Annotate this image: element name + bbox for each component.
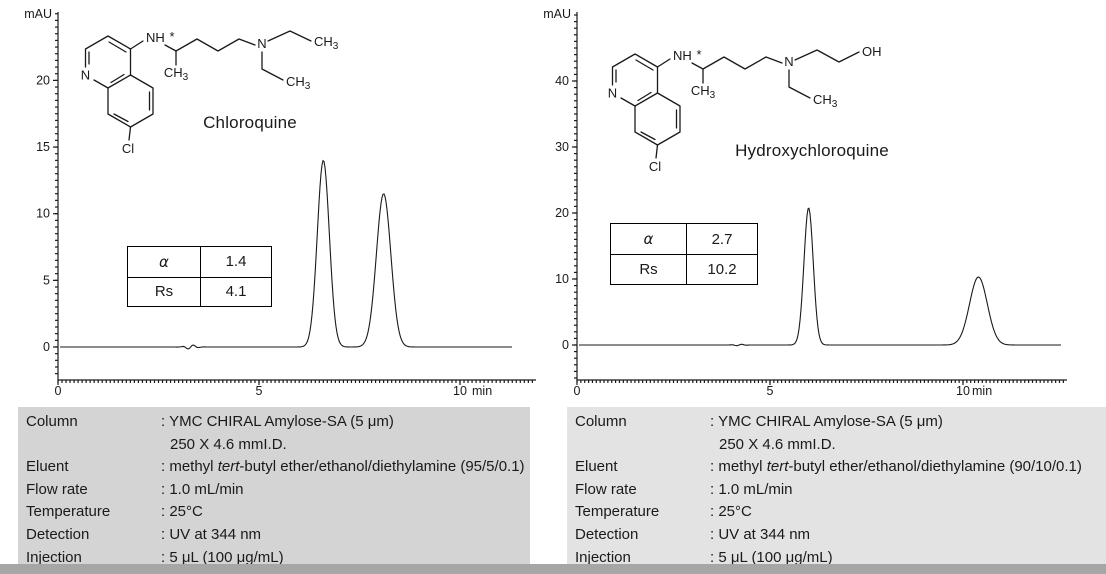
table-row: Rs 10.2 <box>610 254 758 285</box>
x-tick-label: 10 <box>453 384 467 398</box>
x-tick-label: 5 <box>256 384 263 398</box>
y-tick-label: 0 <box>562 338 569 352</box>
stereocenter-asterisk: * <box>169 29 174 44</box>
y-tick-label: 20 <box>555 206 569 220</box>
condition-row-injection: Injection : 5 μL (100 μg/mL) <box>26 548 284 566</box>
axes-left: 0 5 10 15 20 mAU 0 5 10 min <box>24 7 536 398</box>
y-tick-label: 30 <box>555 140 569 154</box>
y-tick-label: 20 <box>36 73 50 87</box>
ethyl2-methyl-label: CH3 <box>286 74 311 92</box>
condition-row-eluent: Eluent : methyl tert-butyl ether/ethanol… <box>26 458 525 476</box>
methyl-label: CH3 <box>164 65 189 83</box>
condition-row-eluent: Eluent : methyl tert-butyl ether/ethanol… <box>575 458 1082 476</box>
x-axis-unit-label: min <box>972 384 992 398</box>
rs-label-cell: Rs <box>610 254 687 285</box>
y-axis-unit-label: mAU <box>543 7 571 21</box>
condition-row-temperature: Temperature : 25°C <box>26 503 203 521</box>
table-row: α 2.7 <box>610 222 758 256</box>
ring-nitrogen-label: N <box>608 86 617 101</box>
condition-row-column-dimensions: 250 X 4.6 mmI.D. <box>719 435 836 453</box>
compound-title-left: Chloroquine <box>203 113 297 132</box>
y-tick-label: 15 <box>36 140 50 154</box>
condition-row-temperature: Temperature : 25°C <box>575 503 752 521</box>
chloroquine-structure: N Cl NH * CH3 N CH3 CH3 <box>81 29 339 156</box>
hydroxychloroquine-structure: N Cl NH * CH3 N OH CH3 <box>608 44 882 174</box>
x-tick-label: 0 <box>574 384 581 398</box>
alpha-rs-table-right: α 2.7 Rs 10.2 <box>610 222 758 285</box>
stereocenter-asterisk: * <box>696 47 701 62</box>
condition-row-flow-rate: Flow rate : 1.0 mL/min <box>26 480 244 498</box>
x-axis-unit-label: min <box>472 384 492 398</box>
y-tick-label: 10 <box>555 272 569 286</box>
condition-row-detection: Detection : UV at 344 nm <box>575 525 811 543</box>
y-axis-unit-label: mAU <box>24 7 52 21</box>
compound-title-right: Hydroxychloroquine <box>735 141 889 160</box>
chloroquine-chromatogram: 0 5 10 15 20 mAU 0 5 10 min N Cl NH * CH3 N CH3 C… <box>24 7 536 398</box>
x-tick-label: 0 <box>55 384 62 398</box>
condition-row-flow-rate: Flow rate : 1.0 mL/min <box>575 480 793 498</box>
ethyl1-methyl-label: CH3 <box>314 34 339 52</box>
nh-label: NH <box>673 48 692 63</box>
chlorine-label: Cl <box>122 141 134 156</box>
amine-nitrogen-label: N <box>784 54 793 69</box>
bottom-band <box>0 564 1106 574</box>
table-row: α 1.4 <box>127 246 272 278</box>
rs-value-cell: 4.1 <box>200 276 272 308</box>
rs-value-cell: 10.2 <box>686 254 758 285</box>
y-tick-label: 5 <box>43 273 50 287</box>
conditions-panel-left: Column : YMC CHIRAL Amylose-SA (5 μm) 25… <box>18 407 530 566</box>
table-row: Rs 4.1 <box>127 276 272 308</box>
x-tick-label: 5 <box>767 384 774 398</box>
ring-nitrogen-label: N <box>81 68 90 83</box>
x-tick-label: 10 <box>956 384 970 398</box>
nh-label: NH <box>146 30 165 45</box>
condition-row-detection: Detection : UV at 344 nm <box>26 525 262 543</box>
rs-label-cell: Rs <box>127 276 201 308</box>
conditions-panel-right: Column : YMC CHIRAL Amylose-SA (5 μm) 25… <box>567 407 1106 566</box>
chlorine-label: Cl <box>649 159 661 174</box>
alpha-label-cell: α <box>127 246 201 278</box>
condition-row-column: Column : YMC CHIRAL Amylose-SA (5 μm) <box>26 413 394 430</box>
alpha-value-cell: 2.7 <box>686 222 758 256</box>
chromatogram-trace <box>579 207 1061 347</box>
ethyl-methyl-label: CH3 <box>813 92 838 110</box>
y-tick-label: 0 <box>43 340 50 354</box>
alpha-value-cell: 1.4 <box>200 246 272 278</box>
y-tick-label: 10 <box>36 207 50 221</box>
condition-row-column-dimensions: 250 X 4.6 mmI.D. <box>170 435 287 453</box>
condition-row-column: Column : YMC CHIRAL Amylose-SA (5 μm) <box>575 413 943 430</box>
hydroxyl-label: OH <box>862 44 882 59</box>
alpha-rs-table-left: α 1.4 Rs 4.1 <box>127 246 272 308</box>
condition-row-injection: Injection : 5 μL (100 μg/mL) <box>575 548 833 566</box>
chromatogram-trace <box>60 159 512 350</box>
alpha-label-cell: α <box>610 222 687 256</box>
y-tick-label: 40 <box>555 74 569 88</box>
amine-nitrogen-label: N <box>257 36 266 51</box>
methyl-label: CH3 <box>691 83 716 101</box>
